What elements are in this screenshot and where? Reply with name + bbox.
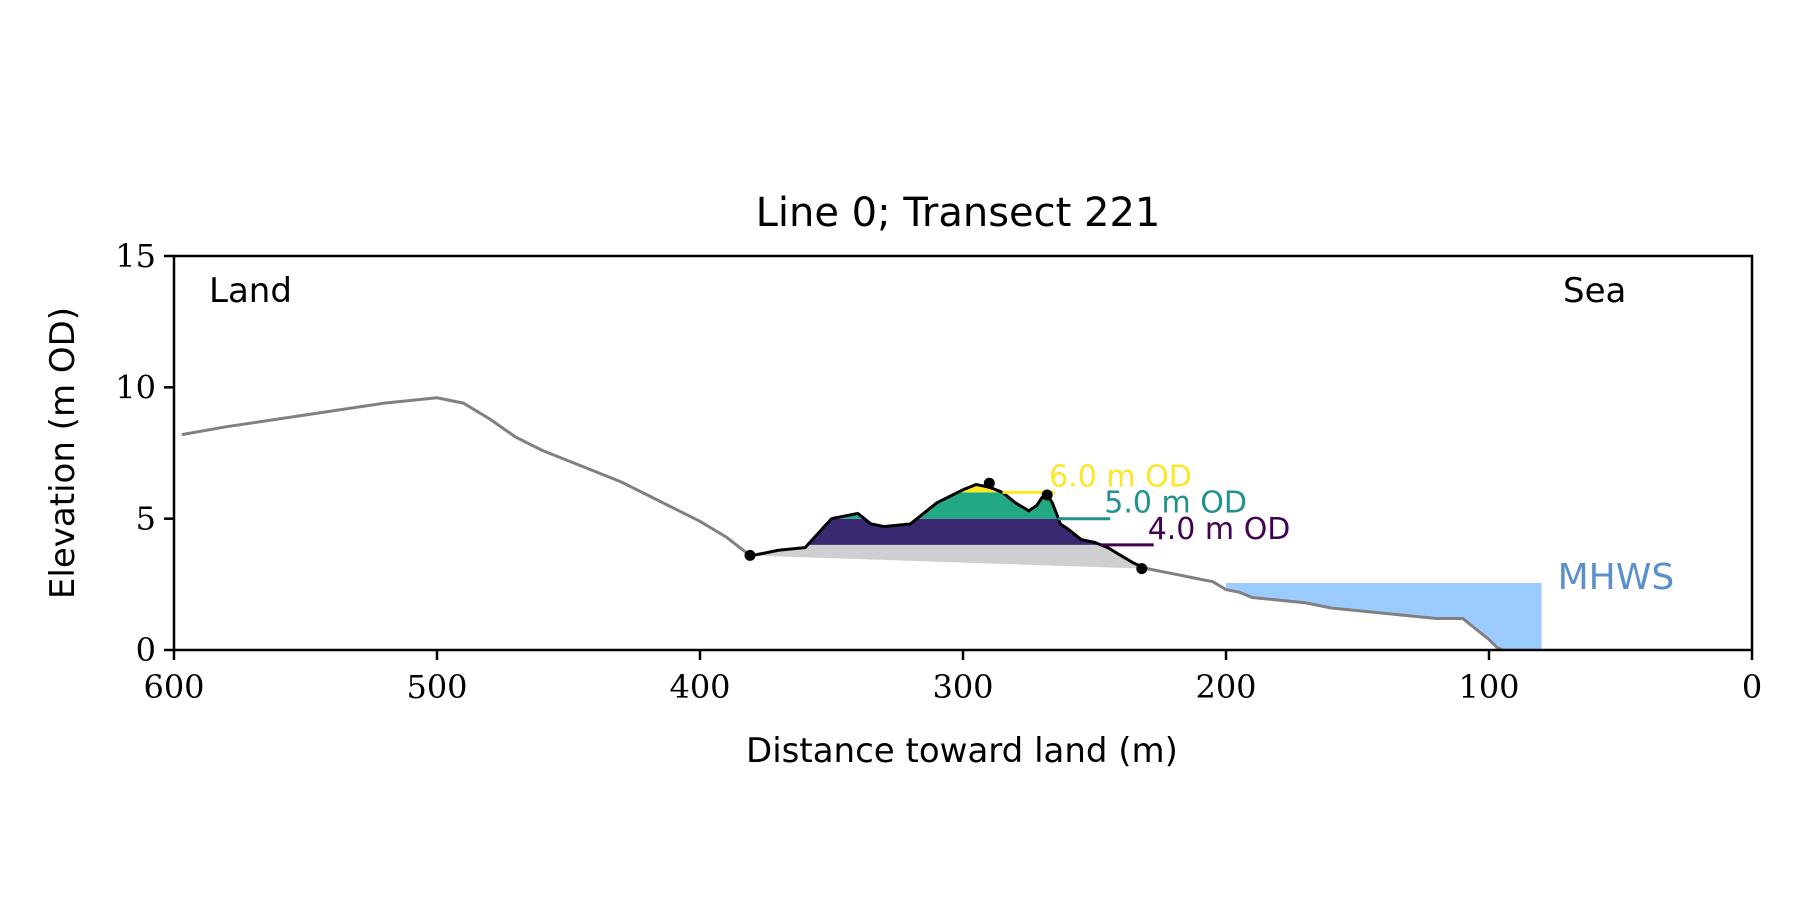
y-axis-label: Elevation (m OD)	[43, 307, 83, 599]
profile-line-landward	[181, 396, 751, 557]
chart-title: Line 0; Transect 221	[756, 190, 1161, 236]
x-axis-label: Distance toward land (m)	[746, 731, 1178, 771]
dune-crest-point	[983, 477, 995, 489]
land-label: Land	[209, 271, 292, 311]
y-tick-label-1: 5	[136, 500, 156, 538]
y-tick-label-3: 15	[115, 237, 156, 275]
dune-base-fill	[750, 544, 1142, 569]
axes: 600 500 400 300 200 100 0 0 5 10 15	[115, 237, 1762, 706]
threshold-label-2: 4.0 m OD	[1148, 512, 1291, 547]
x-tick-label-4: 200	[1195, 668, 1256, 706]
threshold-label-1: 5.0 m OD	[1104, 486, 1247, 521]
x-tick-label-0: 600	[143, 668, 204, 706]
x-tick-label-6: 0	[1742, 668, 1762, 706]
dune-band-4-5-fill	[750, 518, 1142, 545]
mhws-label: MHWS	[1558, 557, 1675, 598]
dune-inflection-point	[1041, 489, 1053, 501]
dune-heel-point	[1136, 563, 1148, 575]
x-tick-label-1: 500	[406, 668, 467, 706]
dune-outline	[749, 482, 1143, 568]
x-tick-label-3: 300	[932, 668, 993, 706]
sea-label: Sea	[1563, 271, 1626, 311]
x-tick-label-2: 400	[669, 668, 730, 706]
dune-band-5-6-fill	[750, 492, 1142, 519]
y-tick-label-2: 10	[115, 368, 156, 406]
plot-area: 6.0 m OD5.0 m OD4.0 m OD MHWS	[181, 396, 1675, 652]
dune-toe-point	[744, 549, 756, 561]
y-tick-label-0: 0	[136, 631, 156, 669]
threshold-label-0: 6.0 m OD	[1049, 459, 1192, 494]
profile-line-seaward	[1141, 567, 1503, 652]
mhws-water	[1226, 583, 1542, 650]
x-tick-label-5: 100	[1458, 668, 1519, 706]
